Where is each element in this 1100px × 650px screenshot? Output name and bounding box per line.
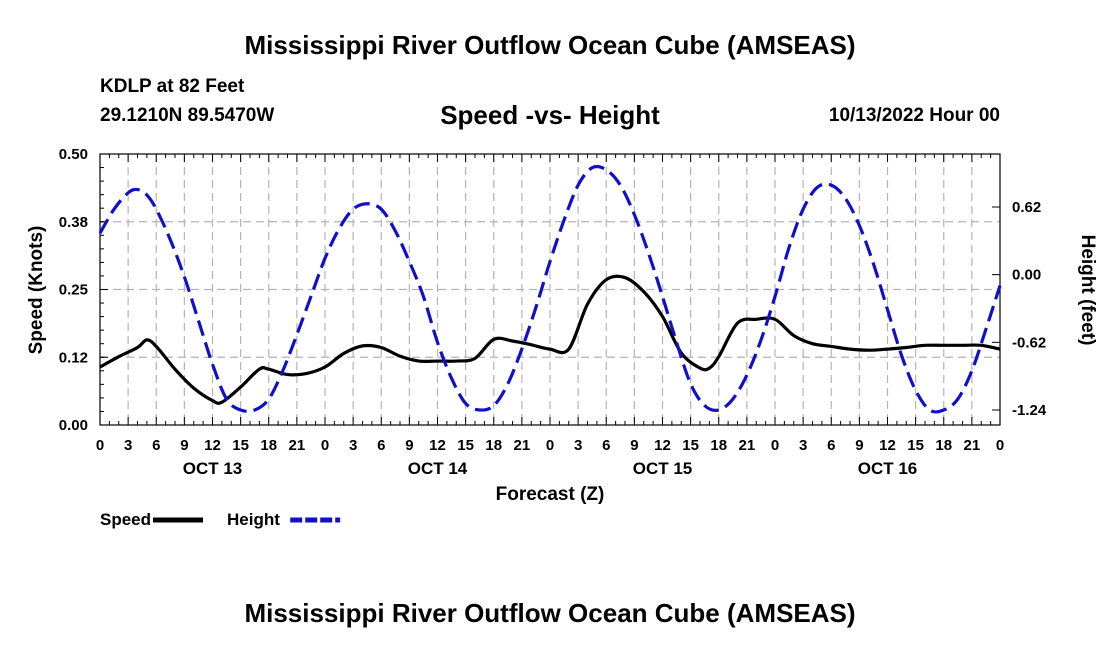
- x-tick-label: 6: [602, 437, 610, 454]
- x-tick-label: 12: [204, 437, 221, 454]
- grid-layer: [100, 154, 1000, 425]
- legend-layer: Speed Height: [100, 510, 341, 529]
- chart-subtitle: Speed -vs- Height: [440, 100, 660, 130]
- legend-label-height: Height: [227, 510, 280, 529]
- day-label: OCT 16: [858, 459, 918, 478]
- x-tick-label: 15: [682, 437, 699, 454]
- x-tick-label: 0: [96, 437, 104, 454]
- station-label: KDLP at 82 Feet: [100, 76, 245, 97]
- x-tick-label: 6: [827, 437, 835, 454]
- y-axis-title: Speed (Knots): [26, 226, 47, 355]
- x-tick-label: 3: [349, 437, 357, 454]
- x-tick-label: 9: [405, 437, 413, 454]
- x-tick-label: 18: [485, 437, 502, 454]
- label-layer: 0 3 6 9 12 15 18 21 0 3 6 9 12 15 18 21 0 3 6 9 12 15 18 21 0 3 6 9…: [26, 146, 1098, 505]
- y2-tick-label: -1.24: [1012, 402, 1047, 419]
- x-tick-label: 9: [630, 437, 638, 454]
- x-tick-label: 21: [964, 437, 981, 454]
- day-label: OCT 15: [633, 459, 693, 478]
- forecast-run-time: 10/13/2022 Hour 00: [828, 105, 1000, 126]
- series-line-height: [98, 164, 1002, 414]
- x-tick-label: 21: [514, 437, 531, 454]
- x-tick-label: 9: [855, 437, 863, 454]
- day-label: OCT 14: [408, 459, 468, 478]
- series-line-speed: [99, 274, 1001, 405]
- day-label: OCT 13: [183, 459, 243, 478]
- x-tick-label: 18: [260, 437, 277, 454]
- x-tick-label: 21: [739, 437, 756, 454]
- station-coordinates: 29.1210N 89.5470W: [100, 105, 275, 126]
- x-tick-label: 3: [799, 437, 807, 454]
- main-title: Mississippi River Outflow Ocean Cube (AM…: [244, 30, 856, 60]
- y2-tick-label: -0.62: [1012, 334, 1046, 351]
- x-tick-label: 3: [574, 437, 582, 454]
- y-tick-label: 0.50: [59, 146, 88, 163]
- x-axis-title: Forecast (Z): [496, 484, 605, 505]
- x-tick-label: 15: [457, 437, 474, 454]
- x-tick-label: 0: [996, 437, 1004, 454]
- x-tick-label: 12: [429, 437, 446, 454]
- x-tick-label: 6: [377, 437, 385, 454]
- y2-tick-label: 0.00: [1012, 267, 1041, 284]
- y-tick-label: 0.38: [59, 214, 88, 231]
- x-tick-label: 6: [152, 437, 160, 454]
- x-tick-label: 3: [124, 437, 132, 454]
- y2-tick-label: 0.62: [1012, 199, 1041, 216]
- x-tick-label: 18: [710, 437, 727, 454]
- y-tick-label: 0.25: [59, 282, 88, 299]
- x-tick-label: 9: [180, 437, 188, 454]
- x-tick-label: 12: [879, 437, 896, 454]
- x-tick-label: 18: [935, 437, 952, 454]
- x-tick-label: 15: [232, 437, 249, 454]
- x-tick-label: 0: [321, 437, 329, 454]
- x-tick-label: 12: [654, 437, 671, 454]
- footer-title: Mississippi River Outflow Ocean Cube (AM…: [244, 598, 856, 628]
- series-layer: [98, 164, 1002, 414]
- x-tick-label: 0: [546, 437, 554, 454]
- x-tick-label: 15: [907, 437, 924, 454]
- y-tick-label: 0.12: [59, 349, 88, 366]
- y2-axis-title: Height (feet): [1077, 235, 1098, 346]
- x-tick-label: 0: [771, 437, 779, 454]
- y-tick-label: 0.00: [59, 417, 88, 434]
- legend-label-speed: Speed: [100, 510, 151, 529]
- x-tick-label: 21: [289, 437, 306, 454]
